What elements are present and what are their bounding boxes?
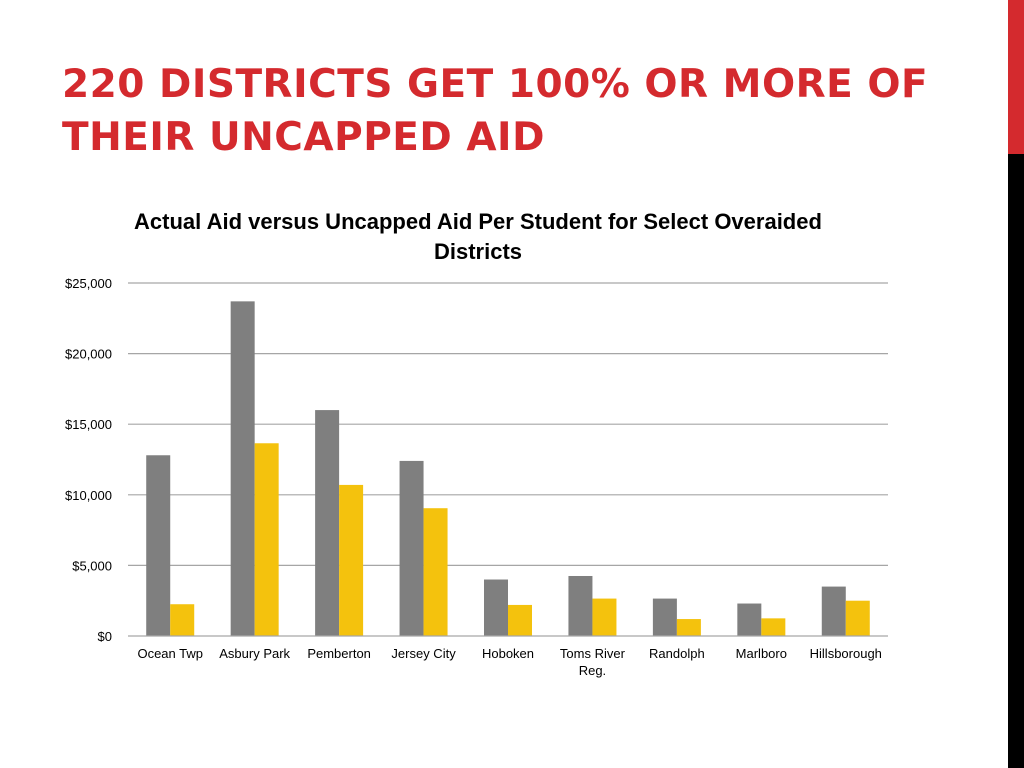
slide-title: 220 DISTRICTS GET 100% OR MORE OF THEIR … [62, 62, 929, 160]
bar-actual-aid [737, 603, 762, 636]
bar-uncapped-aid [845, 600, 870, 636]
category-label-line: Ocean Twp [137, 646, 203, 661]
category-label: Hoboken [482, 646, 534, 661]
y-axis-tick-labels: $0 $5,000 $10,000 $15,000 $20,000 $25,000 [65, 276, 112, 644]
bar-actual-aid [484, 579, 508, 636]
side-accent-bar-red [1008, 0, 1024, 154]
bar-uncapped-aid [761, 618, 786, 636]
category-label-line: Asbury Park [219, 646, 290, 661]
category-label: Ocean Twp [137, 646, 203, 661]
category-label-line: Jersey City [391, 646, 456, 661]
bar-actual-aid [146, 455, 171, 636]
bar-actual-aid [315, 410, 340, 636]
category-label: Toms River Reg. [560, 646, 626, 678]
bars [146, 301, 870, 636]
chart-title: Actual Aid versus Uncapped Aid Per Stude… [134, 209, 822, 264]
category-label-line: Hillsborough [810, 646, 882, 661]
bar-uncapped-aid [508, 604, 532, 636]
category-label: Asbury Park [219, 646, 290, 661]
category-label-line: Marlboro [736, 646, 787, 661]
y-tick-label: $10,000 [65, 488, 112, 503]
y-tick-label: $0 [98, 629, 112, 644]
bar-uncapped-aid [339, 484, 364, 636]
bar-actual-aid [230, 301, 255, 636]
category-label: Jersey City [391, 646, 456, 661]
bar-actual-aid [399, 460, 424, 636]
category-label: Randolph [649, 646, 705, 661]
category-label: Hillsborough [810, 646, 882, 661]
bar-chart: $0 $5,000 $10,000 $15,000 $20,000 $25,000 Oce… [65, 276, 888, 678]
category-label: Pemberton [307, 646, 371, 661]
bar-uncapped-aid [592, 598, 617, 636]
y-tick-label: $5,000 [72, 558, 112, 573]
y-tick-label: $20,000 [65, 347, 112, 362]
category-label: Marlboro [736, 646, 787, 661]
bar-actual-aid [652, 598, 677, 636]
category-labels: Ocean Twp Asbury Park Pemberton Jersey City… [137, 646, 881, 678]
bar-uncapped-aid [254, 443, 279, 636]
bar-actual-aid [821, 586, 846, 636]
bar-actual-aid [568, 575, 593, 636]
y-tick-label: $15,000 [65, 417, 112, 432]
bar-uncapped-aid [676, 619, 701, 636]
category-label-line: Reg. [579, 663, 606, 678]
bar-uncapped-aid [170, 604, 195, 636]
category-label-line: Pemberton [307, 646, 371, 661]
category-label-line: Toms River [560, 646, 626, 661]
bar-uncapped-aid [423, 508, 448, 636]
category-label-line: Randolph [649, 646, 705, 661]
category-label-line: Hoboken [482, 646, 534, 661]
side-accent-bar-black [1008, 154, 1024, 768]
y-tick-label: $25,000 [65, 276, 112, 291]
